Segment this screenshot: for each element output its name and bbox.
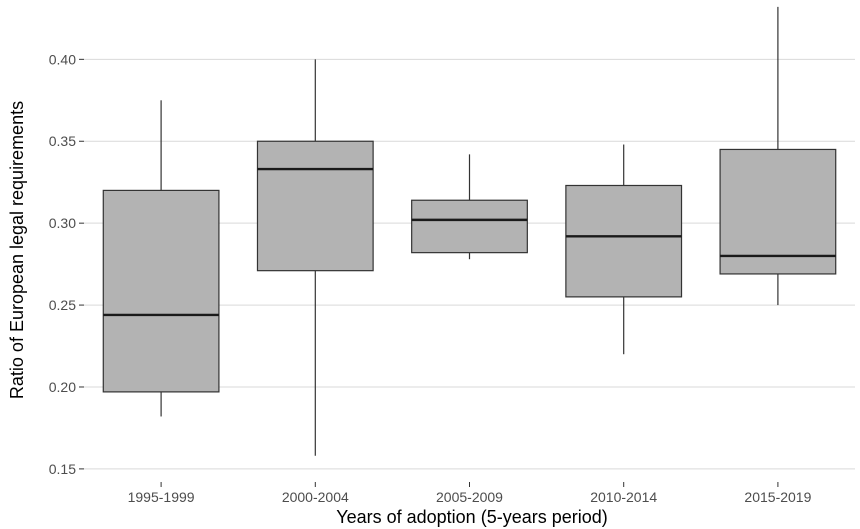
y-tick-label: 0.25 (49, 297, 76, 313)
box-2010-2014 (565, 144, 683, 355)
y-tick-label: 0.15 (49, 461, 76, 477)
box-iqr (719, 148, 837, 275)
y-tick-label: 0.35 (49, 133, 76, 149)
y-axis: 0.15 0.20 0.25 0.30 0.35 0.40 (49, 51, 84, 477)
y-tick-label: 0.20 (49, 379, 76, 395)
box-2000-2004 (256, 59, 374, 456)
y-axis-title: Ratio of European legal requirements (7, 101, 27, 399)
box-iqr (411, 199, 528, 254)
box-1995-1999 (102, 100, 220, 417)
x-axis-title: Years of adoption (5-years period) (336, 507, 608, 527)
x-tick-label: 2015-2019 (744, 489, 811, 505)
x-tick-label: 2010-2014 (590, 489, 657, 505)
y-tick-label: 0.40 (49, 51, 76, 67)
box-2015-2019 (719, 6, 837, 306)
x-tick-label: 2000-2004 (282, 489, 349, 505)
x-tick-label: 2005-2009 (436, 489, 503, 505)
box-iqr (565, 184, 683, 298)
x-axis: 1995-1999 2000-2004 2005-2009 2010-2014 2015… (128, 482, 812, 505)
box-iqr (102, 189, 220, 393)
x-tick-label: 1995-1999 (128, 489, 195, 505)
y-tick-label: 0.30 (49, 215, 76, 231)
box-2005-2009 (411, 154, 528, 260)
boxes (102, 6, 837, 456)
box-iqr (256, 140, 374, 272)
